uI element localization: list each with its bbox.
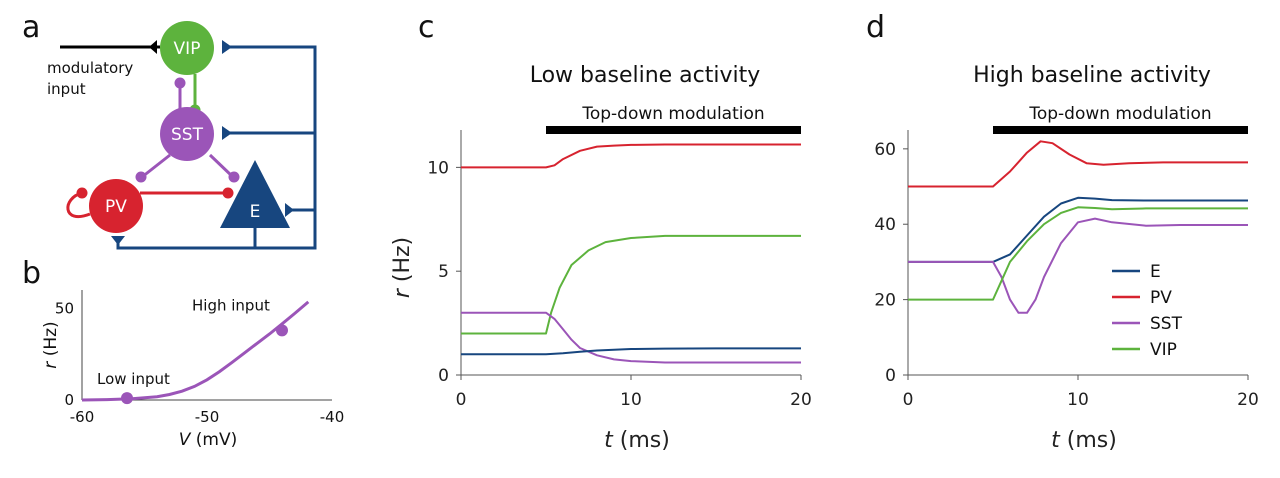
panel-letter-c: c bbox=[418, 10, 435, 45]
excitatory-synapse-vip bbox=[222, 40, 232, 54]
panel-letter-b: b bbox=[22, 256, 41, 291]
chart-b-transfer-function: -60 -50 -40 0 50 V (mV) r (Hz) Low input High in… bbox=[41, 290, 344, 450]
b-operating-point bbox=[121, 392, 133, 405]
sst-synapse-on-pv bbox=[135, 171, 147, 183]
d-y-tick-label: 20 bbox=[874, 291, 896, 311]
c-y-tick-label: 0 bbox=[438, 366, 449, 386]
pv-synapse-on-e bbox=[222, 187, 234, 199]
e-node-label: E bbox=[250, 202, 261, 222]
d-x-tick-label: 0 bbox=[903, 390, 914, 410]
c-modulation-bar bbox=[546, 126, 801, 134]
d-y-tick-label: 60 bbox=[874, 140, 896, 160]
pv-node-label: PV bbox=[105, 197, 127, 217]
modulatory-input-label-2: input bbox=[47, 80, 86, 98]
b-x-tick-label: -60 bbox=[70, 408, 95, 426]
c-x-axis-label: t (ms) bbox=[604, 428, 670, 453]
panel-letter-a: a bbox=[22, 10, 40, 45]
d-series-pv bbox=[908, 140, 1248, 188]
excitatory-synapse-e bbox=[285, 203, 294, 217]
d-x-tick-label: 20 bbox=[1237, 390, 1259, 410]
pv-node bbox=[89, 179, 143, 233]
d-legend-label-sst: SST bbox=[1150, 314, 1183, 334]
c-y-axis-label: r (Hz) bbox=[390, 237, 415, 298]
d-legend-label-vip: VIP bbox=[1150, 340, 1177, 360]
e-feedback-wire bbox=[116, 45, 317, 250]
c-y-tick-label: 5 bbox=[438, 262, 449, 282]
d-legend-label-e: E bbox=[1150, 262, 1161, 282]
c-series-vip bbox=[461, 234, 801, 335]
d-chart-title: High baseline activity bbox=[973, 63, 1211, 88]
e-node bbox=[220, 160, 290, 228]
d-x-axis-label: t (ms) bbox=[1051, 428, 1117, 453]
d-y-tick-label: 0 bbox=[885, 366, 896, 386]
d-series-vip bbox=[908, 206, 1248, 301]
circuit-diagram: modulatory input VIP SST PV E bbox=[47, 21, 317, 250]
d-series-e bbox=[908, 196, 1248, 263]
c-series-e bbox=[461, 347, 801, 356]
d-legend-label-pv: PV bbox=[1150, 288, 1172, 308]
b-y-tick-label: 0 bbox=[64, 391, 74, 409]
c-x-tick-label: 20 bbox=[790, 390, 812, 410]
vip-node bbox=[160, 21, 214, 75]
b-operating-point bbox=[276, 324, 288, 337]
d-x-tick-label: 10 bbox=[1067, 390, 1089, 410]
b-rate-curve bbox=[81, 300, 310, 402]
sst-node bbox=[160, 107, 214, 161]
b-y-tick-label: 50 bbox=[55, 299, 74, 317]
sst-synapse-on-vip bbox=[174, 77, 186, 89]
sst-synapse-on-e bbox=[228, 171, 240, 183]
c-chart-title: Low baseline activity bbox=[530, 63, 761, 88]
c-series-pv bbox=[461, 143, 801, 169]
d-modulation-label: Top-down modulation bbox=[1028, 104, 1211, 124]
d-modulation-bar bbox=[993, 126, 1248, 134]
vip-node-label: VIP bbox=[174, 39, 201, 59]
b-y-axis-label: r (Hz) bbox=[41, 321, 61, 368]
c-x-tick-label: 10 bbox=[620, 390, 642, 410]
chart-c-low-baseline: Low baseline activity Top-down modulation… bbox=[390, 63, 812, 453]
b-x-tick-label: -50 bbox=[195, 408, 220, 426]
chart-d-high-baseline: High baseline activity Top-down modulatio… bbox=[874, 63, 1258, 453]
c-modulation-label: Top-down modulation bbox=[581, 104, 764, 124]
excitatory-synapse-pv bbox=[111, 236, 125, 245]
b-point-label: Low input bbox=[97, 370, 170, 388]
sst-node-label: SST bbox=[171, 125, 204, 145]
modulatory-input-label-1: modulatory bbox=[47, 59, 133, 77]
d-series-sst bbox=[908, 217, 1248, 314]
panel-letter-d: d bbox=[866, 10, 885, 45]
sst-to-pv-wire bbox=[141, 153, 171, 179]
excitatory-synapse-sst bbox=[222, 126, 232, 140]
d-y-tick-label: 40 bbox=[874, 215, 896, 235]
b-point-label: High input bbox=[192, 296, 270, 314]
pv-self-synapse bbox=[76, 187, 88, 199]
c-x-tick-label: 0 bbox=[456, 390, 467, 410]
sst-to-e-wire bbox=[208, 153, 235, 179]
c-y-tick-label: 10 bbox=[427, 158, 449, 178]
modulatory-input-arrow bbox=[149, 40, 157, 54]
b-x-axis-label: V (mV) bbox=[179, 430, 238, 450]
b-x-tick-label: -40 bbox=[320, 408, 345, 426]
